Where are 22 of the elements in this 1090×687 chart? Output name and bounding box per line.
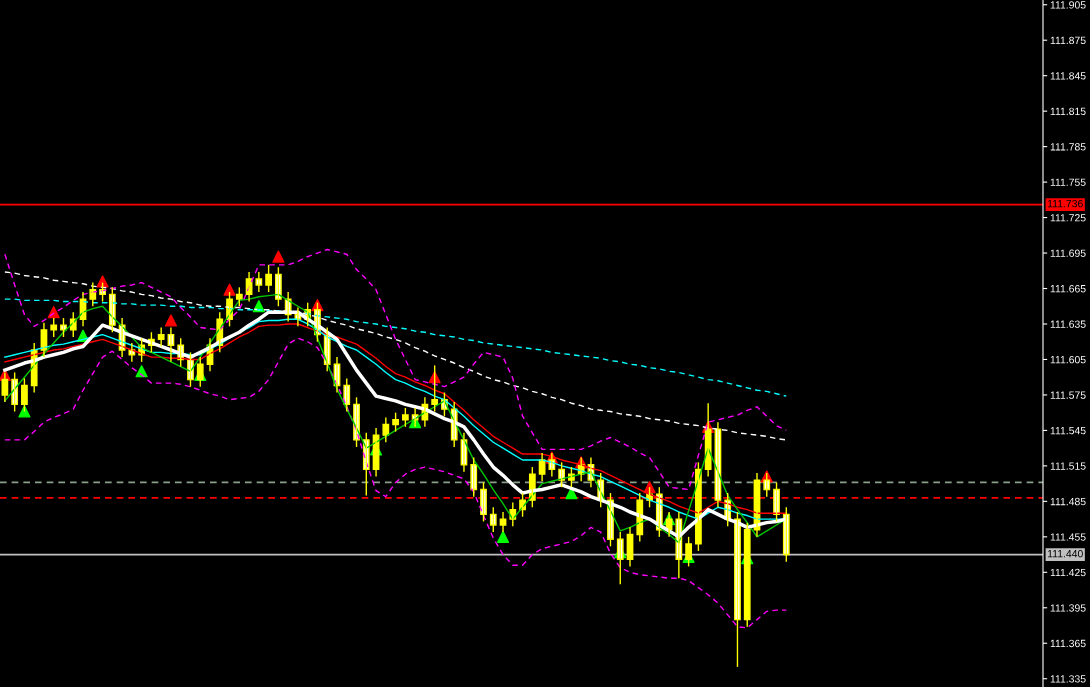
y-tick-label: 111.425 [1050,568,1086,577]
y-tick-label: 111.725 [1050,214,1086,222]
y-tick-label: 111.875 [1050,36,1086,45]
y-tick-label: 111.815 [1050,107,1086,116]
y-tick-label: 111.905 [1050,1,1086,9]
ref-line-label: 111.736 [1047,199,1083,208]
y-tick-label: 111.845 [1050,72,1086,80]
y-tick-label: 111.365 [1050,639,1086,648]
y-tick-label: 111.635 [1050,320,1086,328]
y-tick-label: 111.395 [1050,604,1086,612]
y-tick-label: 111.785 [1050,143,1086,151]
y-tick-label: 111.455 [1050,533,1086,541]
y-tick-label: 111.575 [1050,391,1086,399]
ref-line-label: 111.440 [1047,549,1083,558]
y-tick-label: 111.515 [1050,462,1086,470]
y-tick-label: 111.605 [1050,355,1086,364]
y-tick-label: 111.755 [1050,178,1086,186]
y-tick-label: 111.695 [1050,249,1086,257]
y-tick-label: 111.485 [1050,497,1086,506]
y-tick-label: 111.665 [1050,285,1086,293]
y-tick-label: 111.545 [1050,427,1086,435]
y-tick-label: 111.335 [1050,675,1086,683]
